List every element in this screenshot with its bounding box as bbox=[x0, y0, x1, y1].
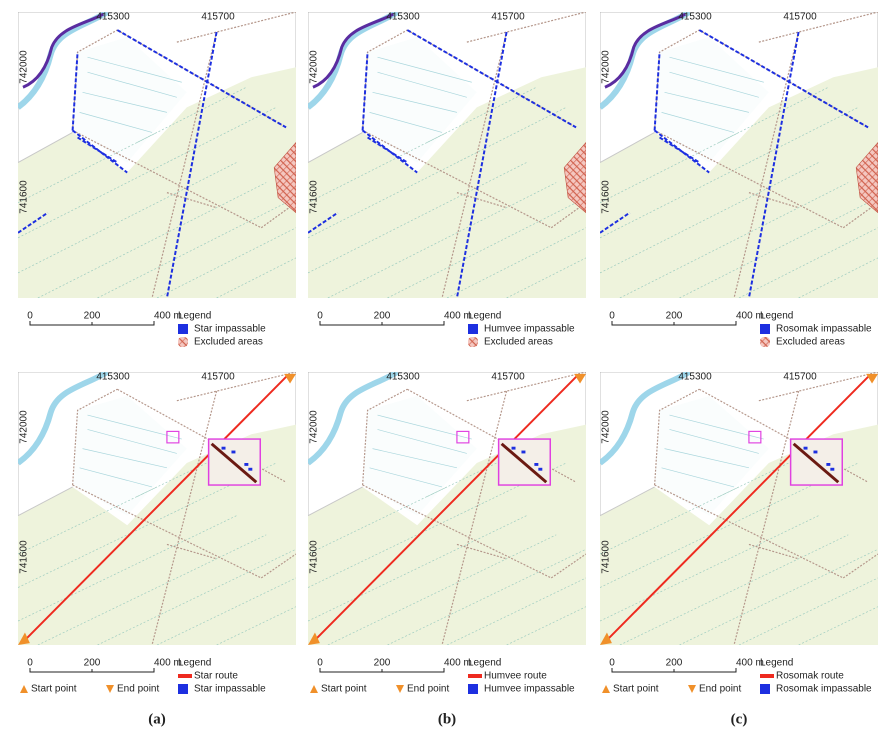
legend-title: Legend bbox=[468, 311, 501, 322]
point-label: End point bbox=[407, 684, 449, 695]
legend-label: Rosomak impassable bbox=[776, 324, 872, 335]
legend-label: Humvee impassable bbox=[484, 684, 575, 695]
x-tick-label: 415300 bbox=[386, 12, 420, 23]
scale-label: 0 bbox=[27, 311, 33, 322]
legend-title: Legend bbox=[760, 311, 793, 322]
caption: (b) bbox=[438, 711, 456, 727]
end-symbol bbox=[688, 685, 696, 693]
y-tick-label: 742000 bbox=[601, 50, 612, 84]
start-symbol bbox=[310, 685, 318, 693]
legend-label: Humvee impassable bbox=[484, 324, 575, 335]
start-symbol bbox=[602, 685, 610, 693]
point-label: Start point bbox=[613, 684, 659, 695]
legend-label: Excluded areas bbox=[484, 337, 553, 348]
figure: 4153004157007420007416000200400 mLegendS… bbox=[0, 0, 882, 740]
x-tick-label: 415300 bbox=[386, 372, 420, 383]
legend-swatch bbox=[760, 337, 770, 347]
basemap bbox=[308, 12, 586, 298]
legend-swatch bbox=[178, 674, 192, 678]
x-tick-label: 415300 bbox=[678, 12, 712, 23]
legend-swatch bbox=[760, 674, 774, 678]
legend-swatch bbox=[468, 324, 478, 334]
legend-label: Excluded areas bbox=[776, 337, 845, 348]
basemap bbox=[18, 12, 296, 298]
y-tick-label: 741600 bbox=[19, 180, 30, 214]
end-symbol bbox=[106, 685, 114, 693]
legend-swatch bbox=[760, 324, 770, 334]
y-tick-label: 741600 bbox=[309, 180, 320, 214]
legend-swatch bbox=[760, 684, 770, 694]
point-label: End point bbox=[117, 684, 159, 695]
legend-swatch bbox=[468, 684, 478, 694]
point-label: End point bbox=[699, 684, 741, 695]
scale-label: 200 bbox=[666, 311, 683, 322]
legend-label: Star route bbox=[194, 671, 238, 682]
x-tick-label: 415700 bbox=[201, 12, 235, 23]
legend-title: Legend bbox=[178, 658, 211, 669]
scale-label: 0 bbox=[317, 311, 323, 322]
scale-label: 200 bbox=[666, 658, 683, 669]
legend-swatch bbox=[178, 324, 188, 334]
legend-label: Rosomak impassable bbox=[776, 684, 872, 695]
scale-label: 0 bbox=[609, 658, 615, 669]
y-tick-label: 741600 bbox=[601, 540, 612, 574]
x-tick-label: 415700 bbox=[783, 372, 817, 383]
scale-label: 0 bbox=[27, 658, 33, 669]
legend-label: Humvee route bbox=[484, 671, 547, 682]
start-symbol bbox=[20, 685, 28, 693]
scale-label: 200 bbox=[84, 658, 101, 669]
y-tick-label: 742000 bbox=[19, 50, 30, 84]
y-tick-label: 742000 bbox=[309, 410, 320, 444]
point-label: Start point bbox=[31, 684, 77, 695]
y-tick-label: 741600 bbox=[309, 540, 320, 574]
x-tick-label: 415300 bbox=[96, 12, 130, 23]
x-tick-label: 415700 bbox=[491, 12, 525, 23]
caption: (a) bbox=[148, 711, 166, 727]
scale-label: 200 bbox=[374, 311, 391, 322]
scale-label: 200 bbox=[84, 311, 101, 322]
legend-label: Star impassable bbox=[194, 324, 266, 335]
scale-label: 0 bbox=[317, 658, 323, 669]
scale-label: 0 bbox=[609, 311, 615, 322]
y-tick-label: 741600 bbox=[19, 540, 30, 574]
legend-swatch bbox=[468, 674, 482, 678]
y-tick-label: 742000 bbox=[19, 410, 30, 444]
y-tick-label: 742000 bbox=[309, 50, 320, 84]
legend-title: Legend bbox=[178, 311, 211, 322]
end-symbol bbox=[396, 685, 404, 693]
legend-title: Legend bbox=[760, 658, 793, 669]
y-tick-label: 741600 bbox=[601, 180, 612, 214]
legend-swatch bbox=[178, 337, 188, 347]
basemap bbox=[600, 12, 878, 298]
legend-label: Excluded areas bbox=[194, 337, 263, 348]
x-tick-label: 415300 bbox=[96, 372, 130, 383]
x-tick-label: 415700 bbox=[491, 372, 525, 383]
y-tick-label: 742000 bbox=[601, 410, 612, 444]
x-tick-label: 415700 bbox=[201, 372, 235, 383]
scale-label: 200 bbox=[374, 658, 391, 669]
legend-swatch bbox=[468, 337, 478, 347]
caption: (c) bbox=[731, 711, 748, 727]
point-label: Start point bbox=[321, 684, 367, 695]
legend-swatch bbox=[178, 684, 188, 694]
x-tick-label: 415300 bbox=[678, 372, 712, 383]
legend-label: Rosomak route bbox=[776, 671, 844, 682]
legend-title: Legend bbox=[468, 658, 501, 669]
legend-label: Star impassable bbox=[194, 684, 266, 695]
x-tick-label: 415700 bbox=[783, 12, 817, 23]
